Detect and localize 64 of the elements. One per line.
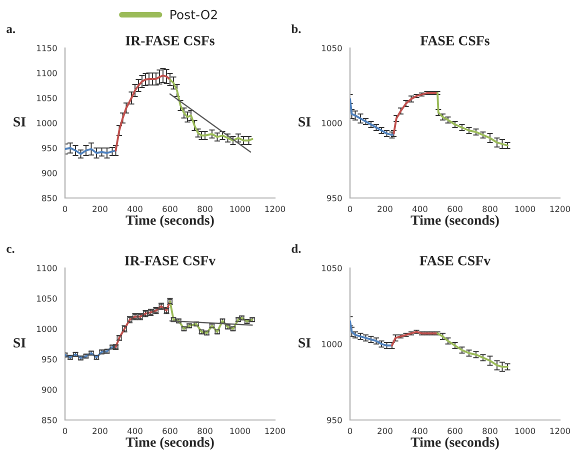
x-tick-label: 1000 — [515, 206, 536, 212]
y-axis-title: SI — [298, 338, 311, 348]
chart-title: IR-FASE CSFs — [126, 36, 214, 46]
y-tick-label: 1150 — [37, 44, 57, 52]
y-tick-label: 950 — [42, 356, 57, 362]
y-tick-label: 1050 — [37, 94, 57, 102]
y-tick-label: 900 — [42, 386, 57, 393]
x-tick-label: 400 — [412, 206, 428, 212]
x-tick-label: 1200 — [265, 428, 286, 434]
y-axis-title: SI — [298, 117, 311, 126]
x-tick-label: 800 — [482, 428, 498, 434]
x-axis-title: Time (seconds) — [410, 437, 499, 450]
x-tick-label: 400 — [412, 428, 428, 434]
x-tick-label: 600 — [448, 206, 462, 212]
chart-title: IR-FASE CSFv — [124, 256, 216, 266]
y-tick-label: 850 — [42, 416, 57, 424]
chart-title: FASE CSFv — [420, 256, 491, 266]
chart-title: FASE CSFs — [420, 36, 490, 46]
y-tick-label: 1000 — [322, 340, 342, 348]
x-tick-label: 1200 — [550, 206, 570, 212]
text: c. — [6, 246, 14, 253]
x-tick-label: 200 — [92, 428, 108, 434]
x-tick-label: 0 — [348, 206, 352, 212]
x-tick-label: 1200 — [550, 428, 570, 434]
x-tick-label: 800 — [482, 206, 498, 212]
text: b. — [291, 24, 301, 34]
x-tick-label: 200 — [378, 206, 392, 212]
x-tick-label: 1000 — [230, 428, 250, 434]
x-tick-label: 400 — [127, 428, 142, 434]
x-axis-title: Time (seconds) — [126, 437, 214, 450]
x-tick-label: 800 — [198, 206, 212, 212]
x-tick-label: 400 — [127, 206, 142, 212]
x-axis-title: Time (seconds) — [410, 215, 499, 228]
y-tick-label: 900 — [42, 170, 57, 176]
y-tick-label: 1000 — [37, 120, 57, 126]
x-tick-label: 0 — [348, 428, 352, 434]
text: d. — [292, 244, 301, 253]
y-tick-label: 1100 — [37, 70, 57, 76]
y-tick-label: 950 — [326, 416, 342, 424]
y-tick-label: 1050 — [37, 295, 57, 302]
text: a. — [6, 27, 16, 34]
y-tick-label: 1100 — [37, 264, 57, 272]
x-tick-label: 800 — [198, 428, 212, 434]
x-tick-label: 1000 — [230, 206, 250, 212]
x-tick-label: 200 — [378, 428, 392, 434]
x-tick-label: 600 — [162, 428, 178, 434]
x-tick-label: 600 — [162, 206, 178, 212]
legend-label: Post-O2 — [170, 10, 217, 20]
y-tick-label: 950 — [42, 144, 57, 152]
x-tick-label: 0 — [62, 206, 68, 212]
x-tick-label: 600 — [448, 428, 462, 434]
y-axis-title: SI — [14, 117, 26, 126]
y-tick-label: 850 — [42, 194, 57, 202]
y-axis-title: SI — [14, 338, 26, 348]
x-tick-label: 200 — [92, 206, 108, 212]
y-tick-label: 1000 — [37, 326, 57, 332]
y-tick-label: 1050 — [322, 264, 342, 272]
x-tick-label: 1000 — [515, 428, 536, 434]
x-tick-label: 0 — [62, 428, 68, 434]
x-tick-label: 1200 — [265, 206, 286, 212]
x-axis-title: Time (seconds) — [126, 215, 214, 228]
y-tick-label: 1050 — [322, 44, 342, 52]
y-tick-label: 1000 — [322, 120, 342, 126]
y-tick-label: 950 — [326, 194, 342, 202]
